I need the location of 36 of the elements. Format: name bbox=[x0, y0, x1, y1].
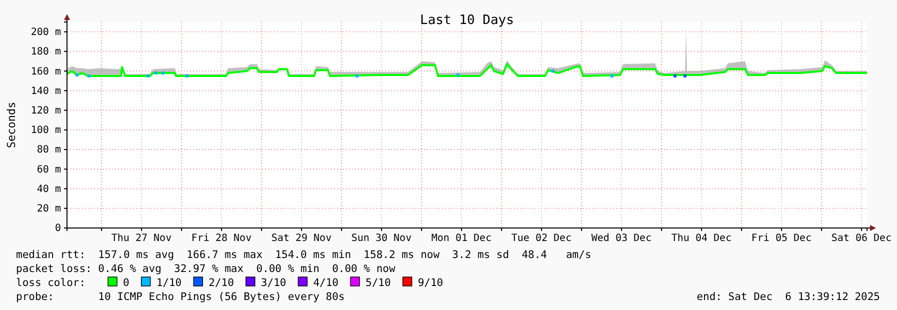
chart-title: Last 10 Days bbox=[420, 13, 514, 28]
y-tick-label: 100 m bbox=[30, 125, 61, 136]
y-axis-title: Seconds bbox=[5, 102, 18, 148]
y-tick-label: 120 m bbox=[30, 105, 61, 116]
text: end: Sat Dec 6 13:39:12 2025 bbox=[696, 291, 880, 303]
y-tick-label: 200 m bbox=[30, 27, 61, 38]
y-tick-label: 180 m bbox=[30, 46, 61, 58]
x-tick-label: Tue 02 Dec bbox=[511, 233, 572, 244]
x-tick-label: Sat 06 Dec bbox=[831, 233, 892, 244]
y-tick-label: 80 m bbox=[36, 144, 61, 156]
text: median rtt: 157.0 ms avg 166.7 ms max 154.0 ms min 158.2 ms now 3.2 ms sd 48.4 am/s bbox=[16, 249, 592, 261]
x-tick-label: Wed 03 Dec bbox=[591, 233, 652, 244]
legend-label: 5/10 bbox=[366, 277, 391, 289]
y-tick-label: 40 m bbox=[36, 184, 61, 195]
text: packet loss: 0.46 % avg 32.97 % max 0.00 % min 0.00 % now bbox=[16, 263, 396, 275]
y-tick-label: 160 m bbox=[30, 66, 61, 78]
y-tick-label: 20 m bbox=[36, 204, 61, 215]
y-tick-label: 0 bbox=[54, 223, 61, 234]
legend-title: loss color: bbox=[16, 277, 86, 289]
line-series bbox=[66, 63, 868, 77]
x-tick-label: Fri 05 Dec bbox=[751, 233, 812, 244]
x-tick-label: Fri 28 Nov bbox=[191, 233, 252, 244]
legend-label: 4/10 bbox=[313, 277, 339, 289]
y-tick-label: 140 m bbox=[30, 86, 61, 97]
text: probe: 10 ICMP Echo Pings (56 Bytes) every 80s bbox=[16, 291, 345, 303]
legend-label: 9/10 bbox=[418, 277, 444, 289]
x-tick-label: Sun 30 Nov bbox=[351, 233, 412, 244]
x-tick-label: Mon 01 Dec bbox=[431, 233, 492, 244]
y-tick-label: 60 m bbox=[36, 164, 61, 176]
legend-label: 1/10 bbox=[156, 277, 182, 289]
x-tick-label: Thu 04 Dec bbox=[671, 233, 732, 244]
x-tick-label: Thu 27 Nov bbox=[111, 233, 172, 244]
legend-label: 0 bbox=[123, 277, 130, 289]
legend-label: 2/10 bbox=[208, 277, 234, 289]
x-tick-label: Sat 29 Nov bbox=[271, 233, 332, 244]
legend-label: 3/10 bbox=[260, 277, 286, 289]
